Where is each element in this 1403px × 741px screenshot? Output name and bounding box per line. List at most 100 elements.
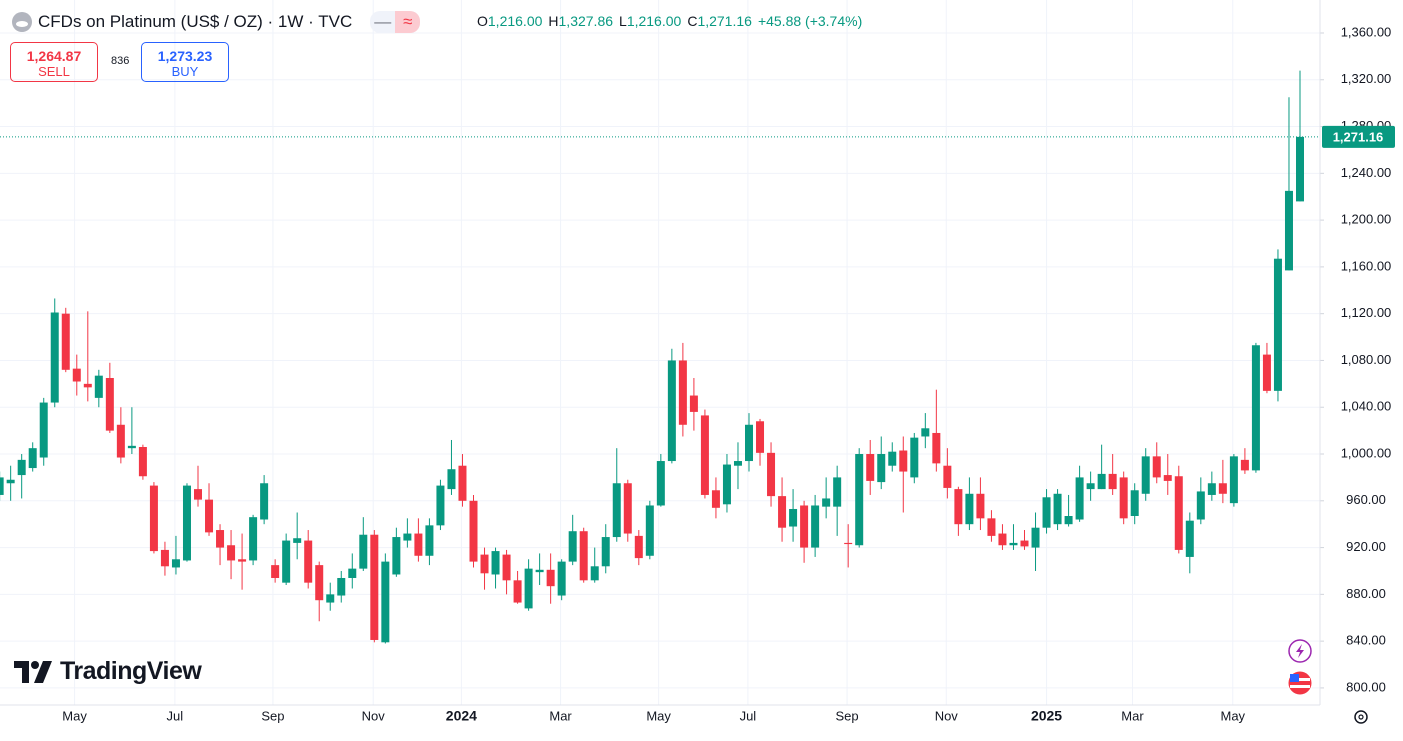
x-tick-label: Sep xyxy=(261,708,284,723)
candle-body xyxy=(590,566,599,581)
candle-body xyxy=(811,505,820,548)
candle-body xyxy=(1163,475,1172,481)
last-price-box xyxy=(1322,125,1395,148)
candle-body xyxy=(866,454,875,481)
candle-body xyxy=(1240,459,1249,471)
x-tick-label: 2024 xyxy=(446,708,477,724)
x-tick-label: Mar xyxy=(1121,708,1144,723)
ohlc-value: 1,216.00 xyxy=(487,13,543,29)
candle-body xyxy=(722,464,731,505)
ohlc-key: L xyxy=(619,13,627,29)
buy-price: 1,273.23 xyxy=(157,48,213,64)
candle-body xyxy=(557,561,566,596)
logo-icon xyxy=(14,660,52,683)
candle-body xyxy=(965,493,974,525)
candle-body xyxy=(149,485,158,552)
candle-body xyxy=(800,505,809,548)
candle-body xyxy=(855,454,864,546)
candle-body xyxy=(315,565,324,601)
candle-body xyxy=(337,577,346,596)
sell-price: 1,264.87 xyxy=(26,48,82,64)
candle-body xyxy=(447,469,456,490)
candle-body xyxy=(1119,477,1128,519)
x-tick-label: May xyxy=(62,708,87,723)
sell-button[interactable]: 1,264.87 SELL xyxy=(10,42,98,82)
candle-body xyxy=(689,395,698,412)
spread: 836 xyxy=(111,55,130,67)
y-tick-label: 840.00 xyxy=(1346,633,1386,648)
candle-body xyxy=(458,465,467,501)
y-tick-label: 800.00 xyxy=(1346,679,1386,694)
candle-body xyxy=(1042,497,1051,528)
candle-body xyxy=(271,565,280,578)
candle-body xyxy=(326,594,335,603)
candle-body xyxy=(348,568,357,578)
flag-icon[interactable] xyxy=(1287,670,1313,696)
candle-body xyxy=(469,500,478,562)
ohlc-key: C xyxy=(687,13,698,29)
candle-body xyxy=(39,402,48,458)
candle-body xyxy=(623,483,632,534)
candle-body xyxy=(282,540,291,583)
candle-body xyxy=(524,568,533,609)
candle-body xyxy=(568,531,577,562)
candle-body xyxy=(513,580,522,603)
ohlc-legend: O1,216.00 H1,327.86 L1,216.00 C1,271.16 +45.… xyxy=(477,13,868,29)
x-tick-label: Mar xyxy=(549,708,572,723)
candle-body xyxy=(0,477,4,495)
candle-body xyxy=(50,312,59,403)
candle-body xyxy=(1020,540,1029,547)
candle-body xyxy=(711,490,720,508)
candle-body xyxy=(17,459,26,476)
symbol-icon xyxy=(12,12,32,32)
buy-button[interactable]: 1,273.23 BUY xyxy=(141,42,229,82)
candle-body xyxy=(304,540,313,583)
candle-body xyxy=(932,432,941,464)
x-tick-label: May xyxy=(646,708,671,723)
candle-body xyxy=(502,554,511,581)
candle-body xyxy=(579,531,588,581)
candle-body xyxy=(138,446,147,477)
candle-body xyxy=(943,465,952,488)
y-tick-label: 1,240.00 xyxy=(1341,165,1392,180)
candle-body xyxy=(1174,476,1183,550)
status-toggle[interactable]: — ≈ xyxy=(370,11,421,33)
candle-body xyxy=(480,554,489,574)
x-tick-label: Nov xyxy=(362,708,386,723)
candle-body xyxy=(678,360,687,425)
candle-body xyxy=(359,534,368,569)
settings-icon[interactable] xyxy=(1354,710,1368,724)
candle-body xyxy=(1009,542,1018,546)
x-tick-label: May xyxy=(1220,708,1245,723)
candle-body xyxy=(745,424,753,462)
candle-body xyxy=(656,461,665,506)
candle-body xyxy=(381,561,390,643)
candle-body xyxy=(1130,490,1139,517)
candle-body xyxy=(1031,527,1040,548)
candle-body xyxy=(756,421,765,453)
candle-body xyxy=(182,485,191,561)
logo: TradingView xyxy=(14,657,202,686)
candle-body xyxy=(293,538,302,543)
candle-body xyxy=(667,360,676,462)
candle-body xyxy=(83,383,92,388)
candle-body xyxy=(1296,136,1304,202)
brand: TradingView xyxy=(60,657,202,685)
candle-body xyxy=(238,559,247,562)
candle-body xyxy=(227,545,236,561)
sell-label: SELL xyxy=(38,64,70,79)
flash-icon[interactable] xyxy=(1288,639,1312,663)
y-tick-label: 1,360.00 xyxy=(1341,24,1392,39)
candle-body xyxy=(1284,190,1293,271)
y-tick-label: 1,120.00 xyxy=(1341,305,1392,320)
candle-body xyxy=(899,450,908,472)
candle-body xyxy=(370,534,379,640)
candle-body xyxy=(877,454,886,483)
candle-body xyxy=(403,533,412,541)
candle-body xyxy=(789,508,798,527)
candle-body xyxy=(844,542,853,545)
y-tick-label: 960.00 xyxy=(1346,492,1386,507)
ohlc-value: 1,216.00 xyxy=(626,13,682,29)
